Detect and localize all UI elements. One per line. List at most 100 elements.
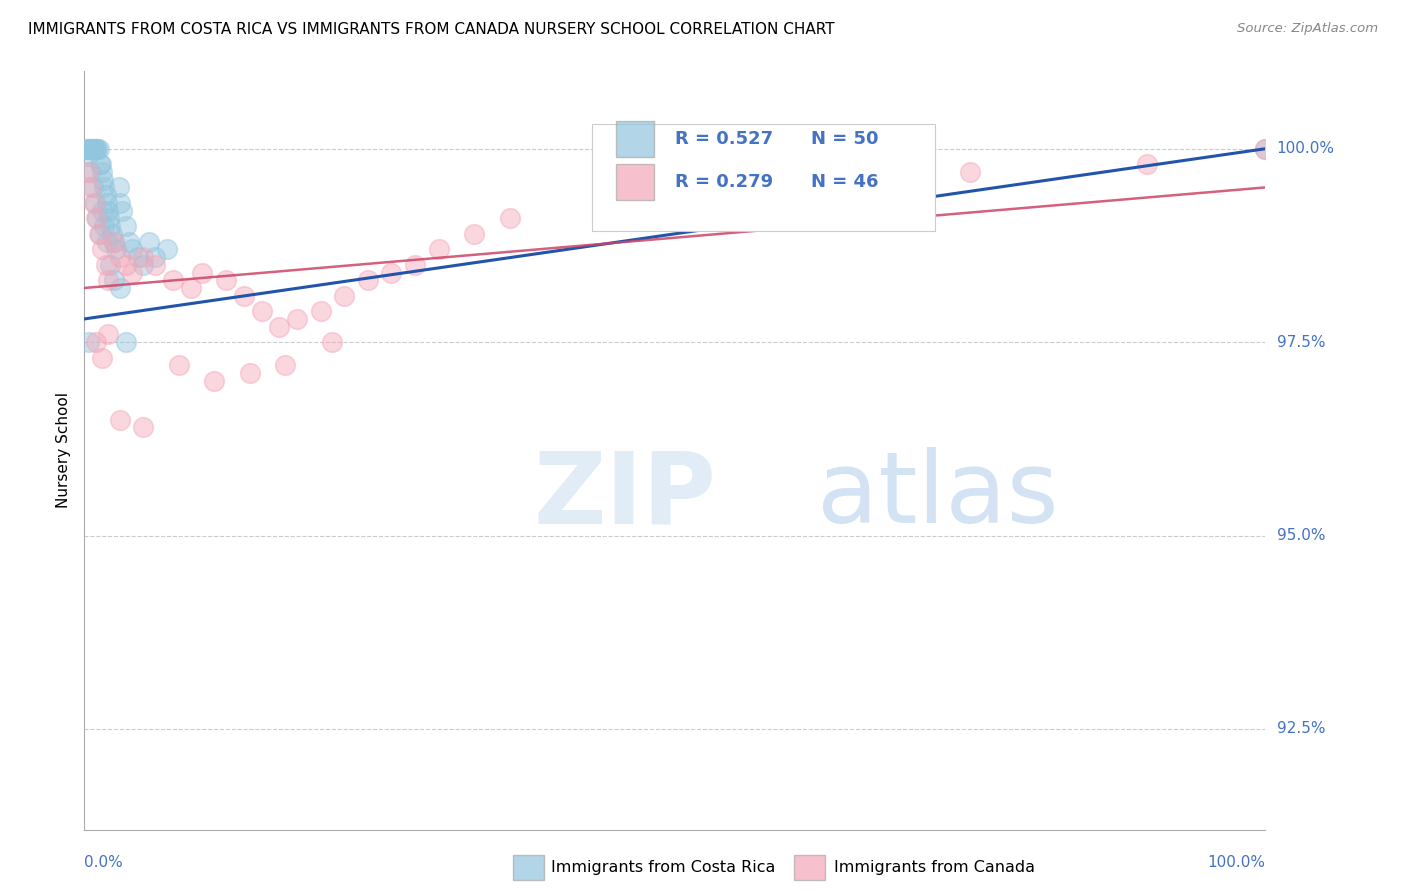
Point <box>232 289 254 303</box>
Point <box>96 195 118 210</box>
Point <box>84 142 107 156</box>
Text: N = 50: N = 50 <box>811 130 879 148</box>
FancyBboxPatch shape <box>592 124 935 230</box>
Point <box>89 227 111 241</box>
Point <box>97 273 120 287</box>
Text: 100.0%: 100.0% <box>1208 855 1265 870</box>
Point <box>84 211 107 226</box>
Point <box>143 258 166 272</box>
Point <box>121 266 143 280</box>
Point <box>77 149 100 163</box>
Point <box>380 266 402 280</box>
Point <box>333 289 356 303</box>
Point <box>98 211 121 226</box>
Point <box>108 412 131 426</box>
Point <box>427 242 450 256</box>
Point <box>114 258 136 272</box>
Point <box>118 235 141 249</box>
Point <box>132 258 155 272</box>
Point <box>90 157 112 171</box>
Point <box>94 188 117 202</box>
Point <box>77 142 100 156</box>
Point <box>605 195 627 210</box>
Text: atlas: atlas <box>817 448 1059 544</box>
Point <box>1136 157 1159 171</box>
Point <box>1254 142 1277 156</box>
Point <box>100 227 122 241</box>
Text: R = 0.527: R = 0.527 <box>675 130 773 148</box>
Point <box>107 180 129 194</box>
Point <box>97 327 120 342</box>
Point <box>269 319 291 334</box>
Point <box>76 142 98 156</box>
Point <box>105 242 128 256</box>
Point <box>138 235 160 249</box>
Point <box>111 203 134 218</box>
Point <box>103 235 125 249</box>
Point <box>132 250 155 264</box>
Point <box>93 180 115 194</box>
Point <box>83 142 105 156</box>
Point <box>86 142 108 156</box>
Point <box>77 165 100 179</box>
Point <box>108 250 131 264</box>
Point <box>723 180 745 194</box>
Point <box>841 172 863 186</box>
Point <box>91 351 114 365</box>
Point <box>404 258 426 272</box>
Point <box>1254 142 1277 156</box>
Point <box>91 203 114 218</box>
Point <box>114 335 136 350</box>
Point <box>82 142 104 156</box>
Point <box>87 227 110 241</box>
Point <box>309 304 332 318</box>
Text: Immigrants from Canada: Immigrants from Canada <box>834 861 1035 875</box>
Point <box>274 359 297 373</box>
Text: IMMIGRANTS FROM COSTA RICA VS IMMIGRANTS FROM CANADA NURSERY SCHOOL CORRELATION : IMMIGRANTS FROM COSTA RICA VS IMMIGRANTS… <box>28 22 835 37</box>
Point <box>321 335 343 350</box>
Point <box>132 420 155 434</box>
Text: 92.5%: 92.5% <box>1277 722 1324 737</box>
Bar <box>616 120 654 157</box>
Point <box>114 219 136 233</box>
Point <box>180 281 202 295</box>
Text: ZIP: ZIP <box>533 448 716 544</box>
Point <box>108 281 131 295</box>
Point <box>91 172 114 186</box>
Point <box>80 142 103 156</box>
Point <box>357 273 380 287</box>
Point <box>89 157 111 171</box>
Point <box>97 203 120 218</box>
Text: 100.0%: 100.0% <box>1277 141 1334 156</box>
Point <box>91 242 114 256</box>
Point <box>91 165 114 179</box>
Point <box>103 273 125 287</box>
Point <box>498 211 520 226</box>
Point <box>959 165 981 179</box>
Point <box>162 273 184 287</box>
Point <box>463 227 485 241</box>
Point <box>250 304 273 318</box>
Point <box>93 219 115 233</box>
Point <box>127 250 149 264</box>
Point <box>84 335 107 350</box>
Point <box>167 359 190 373</box>
Point <box>86 211 108 226</box>
Point <box>84 195 107 210</box>
Point <box>79 142 101 156</box>
Point <box>121 242 143 256</box>
Y-axis label: Nursery School: Nursery School <box>56 392 72 508</box>
Point <box>87 142 110 156</box>
Text: R = 0.279: R = 0.279 <box>675 173 773 191</box>
Point <box>191 266 214 280</box>
Point <box>143 250 166 264</box>
Point <box>215 273 238 287</box>
Point <box>94 258 117 272</box>
Point <box>202 374 225 388</box>
Point <box>79 180 101 194</box>
Point <box>83 195 105 210</box>
Text: 97.5%: 97.5% <box>1277 334 1324 350</box>
Point <box>84 142 107 156</box>
Point <box>103 235 125 249</box>
Point <box>96 235 118 249</box>
